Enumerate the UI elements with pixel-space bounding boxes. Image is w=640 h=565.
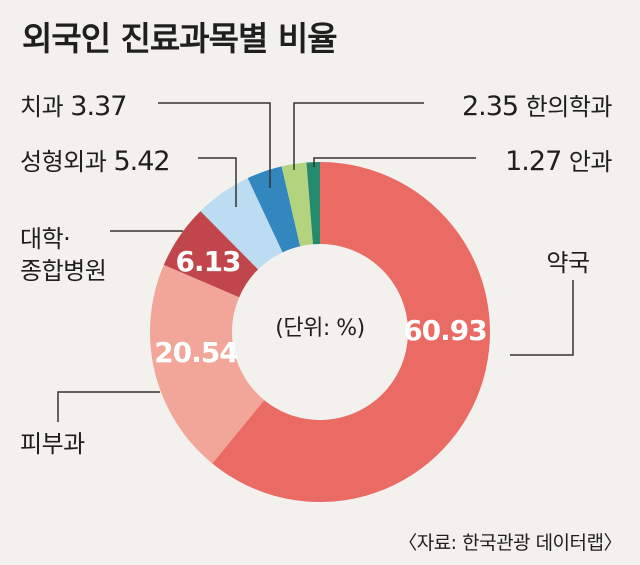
category-label-1: 피부과 <box>20 430 85 458</box>
value-label-2: 6.13 <box>175 245 240 278</box>
leader-lines <box>57 102 574 422</box>
slice-4 <box>247 166 301 253</box>
value-label-3: 5.42 <box>113 146 169 177</box>
leader-line-0 <box>510 280 574 356</box>
slice-5 <box>281 162 313 247</box>
leader-line-6 <box>313 157 476 167</box>
leader-line-4 <box>158 102 271 188</box>
category-label-2-0: 대학· <box>20 225 70 253</box>
category-label-6: 1.27 안과 <box>505 146 612 177</box>
leader-line-5 <box>293 102 424 170</box>
category-label-4: 치과 3.37 <box>20 91 126 122</box>
donut-slices <box>150 162 490 502</box>
category-label-5: 2.35 한의학과 <box>462 91 612 122</box>
slice-2 <box>163 211 259 298</box>
unit-label: (단위: %) <box>275 316 364 341</box>
category-label-0: 약국 <box>546 249 589 277</box>
slice-3 <box>200 178 283 270</box>
value-label-1: 20.54 <box>154 336 238 369</box>
source-note: 〈자료: 한국관광 데이터랩〉 <box>398 532 622 554</box>
value-label-4: 3.37 <box>70 91 126 122</box>
leader-line-1 <box>57 391 160 422</box>
value-label-6: 1.27 <box>505 146 569 177</box>
slice-labels: 60.93 약국 20.54 피부과 6.13 대학· 종합병원 성형외과 5.42 치과 3.… <box>20 91 613 458</box>
slice-6 <box>306 162 320 245</box>
category-label-3: 성형외과 5.42 <box>20 146 170 177</box>
chart-title: 외국인 진료과목별 비율 <box>22 19 338 58</box>
category-label-2-1: 종합병원 <box>20 257 106 285</box>
slice-0 <box>212 162 490 502</box>
value-label-5: 2.35 <box>462 91 526 122</box>
value-label-0: 60.93 <box>403 314 487 347</box>
slice-1 <box>150 264 265 464</box>
leader-line-3 <box>198 157 237 207</box>
